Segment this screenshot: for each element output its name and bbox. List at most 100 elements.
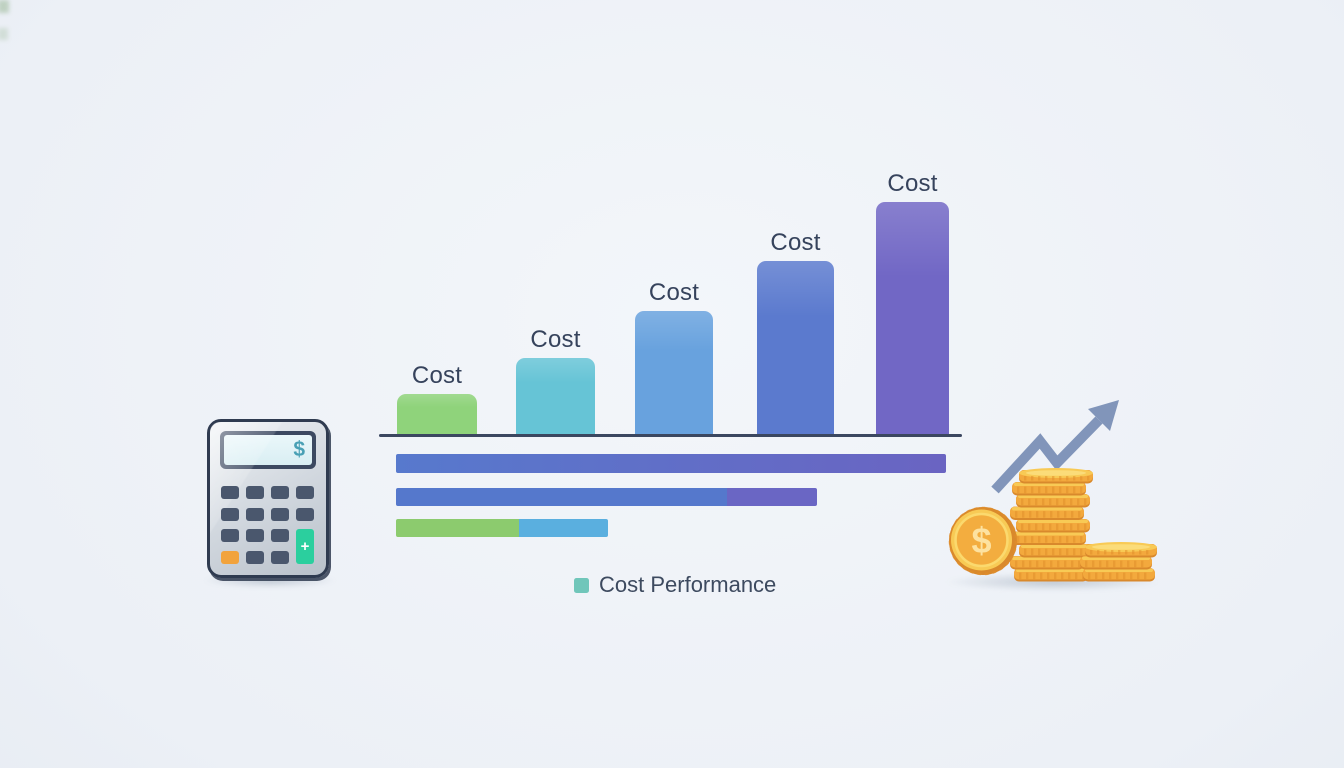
progress-bar-1-segment-1 (396, 454, 946, 473)
coin-small-stack-layer (1120, 560, 1123, 568)
coin-small-stack-layer (1095, 572, 1098, 580)
coin-stack-layer (1063, 498, 1066, 506)
calc-key (221, 507, 239, 521)
coin-stack-layer (1066, 486, 1069, 494)
progress-bar-2-segment-1 (396, 488, 727, 506)
coin-stack-layer (1059, 548, 1062, 556)
coin-stack-layer (1066, 548, 1069, 556)
coin-stack-layer (1043, 560, 1046, 568)
x-axis-line (379, 434, 962, 437)
coin-stack-layer (1045, 536, 1048, 543)
coin-stack-layer (1077, 498, 1080, 506)
bar-4 (757, 261, 834, 435)
coin-stack-layer (1070, 523, 1073, 531)
bar-2 (516, 358, 595, 435)
calculator-display: $ (220, 431, 316, 469)
bar-label-4: Cost (770, 229, 821, 256)
coin-stack-layer (1056, 523, 1059, 531)
coin-stack-layer (1014, 532, 1084, 536)
legend-label: Cost Performance (599, 572, 777, 597)
coin-stack-layer (1031, 548, 1034, 556)
coin-stack-layer (1063, 523, 1066, 531)
coin-stack-layer (1073, 548, 1076, 556)
growth-arrow-head (1088, 400, 1119, 431)
coin-stack-layer (1059, 536, 1062, 543)
coin-stack-layer (1026, 572, 1029, 580)
coin-stack-layer (1024, 536, 1027, 543)
coin-stack-layer (1061, 572, 1064, 580)
coin-stack-layer (1038, 476, 1041, 481)
corner-artifact (0, 28, 8, 40)
calc-key (221, 486, 239, 499)
progress-bar-3 (396, 519, 608, 537)
coin-stack-layer (1050, 560, 1053, 568)
coin-stack-layer (1021, 498, 1024, 506)
coin-small-stack-layer (1090, 550, 1093, 555)
coin-stack-layer (1064, 560, 1067, 568)
coin-stack-layer (1012, 507, 1082, 511)
coin-small-stack-layer (1146, 550, 1149, 555)
coin-stack-layer (1043, 511, 1046, 518)
coin-stack-layer (1017, 536, 1020, 543)
coin-stack-layer (1024, 476, 1027, 481)
coin-small-stack-layer (1118, 550, 1121, 555)
progress-bar-2-segment-2 (726, 488, 817, 506)
progress-bar-2 (396, 488, 817, 506)
coin-small-stack-layer (1116, 572, 1119, 580)
bar-3 (635, 311, 713, 435)
coin-stack-layer (1080, 486, 1083, 494)
coin-stack-layer (1084, 523, 1087, 531)
coin-stack-layer (1068, 572, 1071, 580)
coin-stack-layer (1026, 470, 1086, 476)
calc-key-plus: + (296, 529, 314, 564)
coin-stack-layer (1045, 486, 1048, 494)
progress-bar-3-segment-2 (518, 519, 608, 537)
bar-label-1: Cost (411, 362, 463, 389)
coin-stack-layer (1036, 511, 1039, 518)
coin-stack-layer (1087, 476, 1090, 481)
coin-small-stack-layer (1097, 550, 1100, 555)
coin-stack-layer (1022, 511, 1025, 518)
coin-stack-layer (1052, 548, 1055, 556)
coin-small-stack-layer (1144, 572, 1147, 580)
coin-stack-layer (1066, 476, 1069, 481)
coin-stack-layer (1033, 572, 1036, 580)
coin-stack-layer (1064, 511, 1067, 518)
coin-stack-layer (1047, 572, 1050, 580)
bar-label-3: Cost (648, 279, 700, 306)
calculator-icon: $ + (207, 419, 329, 578)
coin-stack-layer (1021, 544, 1091, 548)
coin-stack-layer (1073, 536, 1076, 543)
coin-stack-layer (1019, 572, 1022, 580)
calc-key (271, 550, 289, 564)
coin-stack-layer (1054, 572, 1057, 580)
coin-stack-layer (1057, 511, 1060, 518)
coin-stack-layer (1042, 498, 1045, 506)
coin-stack-layer (1035, 523, 1038, 531)
coin-stack-layer (1071, 560, 1074, 568)
coin-stack-layer (1066, 536, 1069, 543)
chart-legend: Cost Performance (574, 572, 776, 598)
bar-1 (397, 394, 477, 435)
coin-small-stack-layer (1134, 560, 1137, 568)
coin-stack-layer (1024, 486, 1027, 494)
coin-stack-layer (1057, 560, 1060, 568)
calc-key (221, 529, 239, 542)
calculator-display-value: $ (293, 438, 305, 461)
coin-stack-layer (1045, 476, 1048, 481)
coin-stack-layer (1028, 498, 1031, 506)
dollar-coin-rim (948, 506, 1018, 576)
coin-stack-layer (1059, 486, 1062, 494)
coin-stack-layer (1029, 511, 1032, 518)
calc-key (271, 486, 289, 499)
coin-stack-layer (1018, 519, 1088, 523)
coin-small-stack-layer (1130, 572, 1133, 580)
coin-stack-layer (1073, 486, 1076, 494)
coin-stack-layer (1080, 548, 1083, 556)
bar-label-2: Cost (530, 326, 581, 353)
coin-stack-layer (1078, 560, 1081, 568)
coin-small-stack-layer (1104, 550, 1107, 555)
calc-key (246, 486, 264, 499)
coin-stack-layer (1029, 560, 1032, 568)
coin-stack-layer (1052, 536, 1055, 543)
